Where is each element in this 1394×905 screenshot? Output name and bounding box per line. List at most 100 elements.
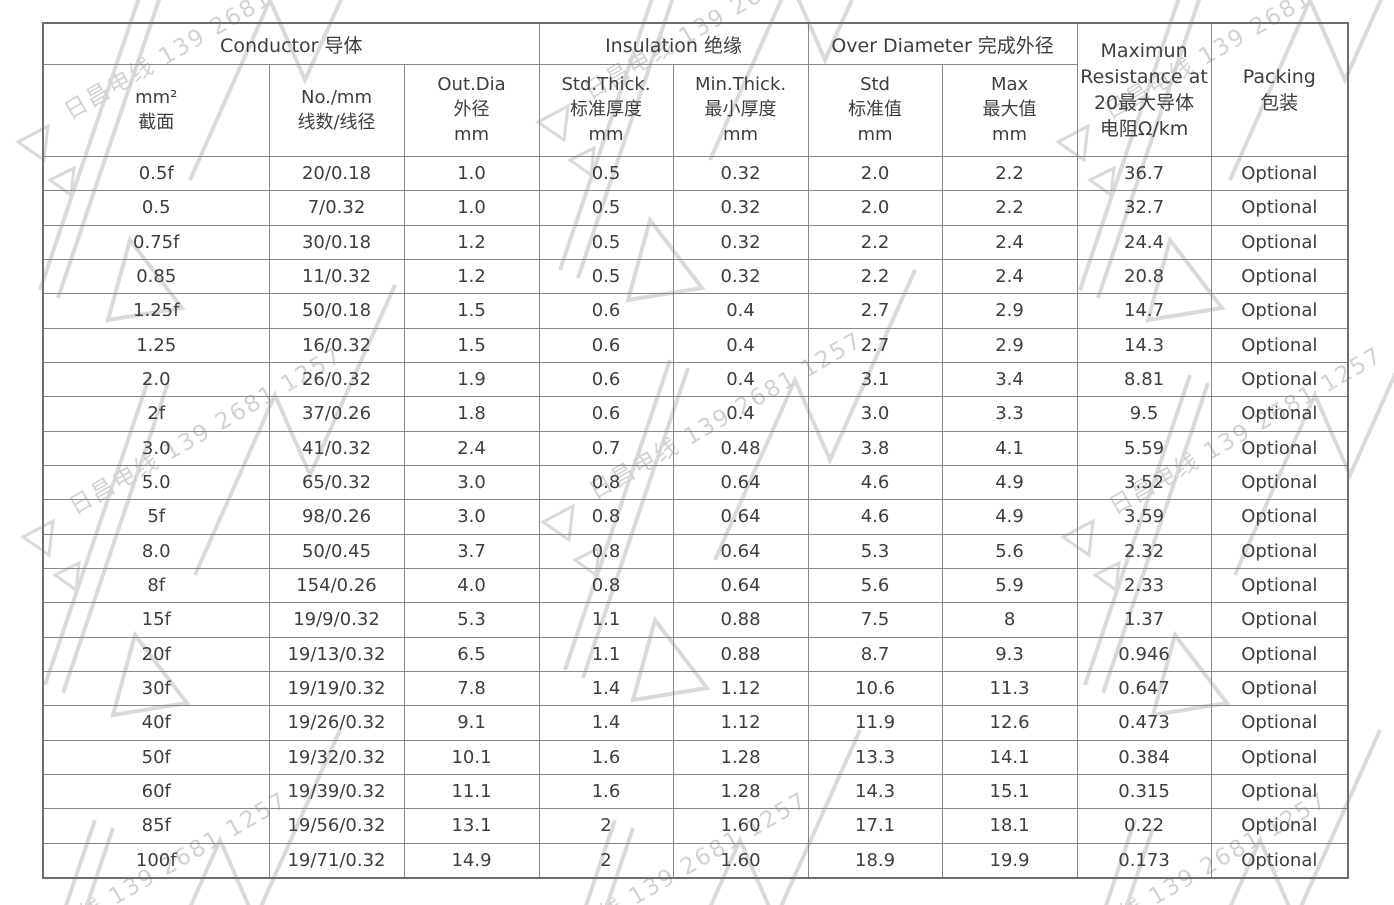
cell: 0.4 (672, 396, 809, 432)
cell: 60f (42, 773, 270, 810)
cell: 1.2 (403, 258, 540, 295)
cell: 1.5 (403, 293, 540, 329)
cell: 4.6 (807, 464, 943, 501)
cell: 0.5 (538, 190, 674, 226)
cell: 2.9 (941, 327, 1078, 363)
cell: Optional (1210, 224, 1349, 260)
cell: 1.25 (42, 327, 270, 363)
cell: 1.1 (538, 636, 674, 672)
cell: 50f (42, 739, 270, 775)
cell: 18.1 (941, 808, 1078, 844)
header-min-thick: Min.Thick. 最小厚度 mm (672, 64, 809, 157)
cell: 0.22 (1076, 808, 1212, 844)
cell: 1.37 (1076, 602, 1212, 638)
cell: 1.8 (403, 396, 540, 432)
cell: 3.59 (1076, 499, 1212, 535)
cell: 1.4 (538, 705, 674, 741)
cell: 7.5 (807, 602, 943, 638)
cell: 8.0 (42, 533, 270, 569)
cell: 1.25f (42, 293, 270, 329)
cell: 9.5 (1076, 396, 1212, 432)
table-row: 60f 19/39/0.32 11.1 1.6 1.28 14.3 15.1 0.315 Opt… (42, 773, 1349, 810)
cell: 0.32 (672, 155, 809, 192)
cell: 50/0.45 (268, 533, 405, 569)
cell: 2.0 (807, 155, 943, 192)
cell: 24.4 (1076, 224, 1212, 260)
header-std-diameter: Std 标准值 mm (807, 64, 943, 157)
cell: 0.64 (672, 533, 809, 569)
cell: 1.6 (538, 773, 674, 810)
cell: 0.64 (672, 567, 809, 604)
cell: 3.3 (941, 396, 1078, 432)
group-header-insulation: Insulation 绝缘 (538, 22, 809, 65)
table-row: 2.0 26/0.32 1.9 0.6 0.4 3.1 3.4 8.81 Optional (42, 361, 1349, 398)
cell: 0.4 (672, 293, 809, 329)
cell: 4.1 (941, 430, 1078, 466)
cell: 2 (538, 808, 674, 844)
cell: 65/0.32 (268, 464, 405, 501)
cell: Optional (1210, 808, 1349, 844)
cell: 1.0 (403, 155, 540, 192)
cell: 18.9 (807, 842, 943, 879)
cell: 5.9 (941, 567, 1078, 604)
cell: 2.2 (807, 258, 943, 295)
cell: 3.4 (941, 361, 1078, 398)
cell: 14.7 (1076, 293, 1212, 329)
cell: 11.1 (403, 773, 540, 810)
cell: 2.0 (42, 361, 270, 398)
cell: 1.5 (403, 327, 540, 363)
table-row: 0.5f 20/0.18 1.0 0.5 0.32 2.0 2.2 36.7 Optional (42, 155, 1349, 192)
table-row: 3.0 41/0.32 2.4 0.7 0.48 3.8 4.1 5.59 Optional (42, 430, 1349, 466)
cell: 1.28 (672, 773, 809, 810)
cell: 100f (42, 842, 270, 879)
cell: 19/13/0.32 (268, 636, 405, 672)
cell: 12.6 (941, 705, 1078, 741)
cell: 1.60 (672, 808, 809, 844)
cell: 154/0.26 (268, 567, 405, 604)
cell: 1.60 (672, 842, 809, 879)
cell: Optional (1210, 636, 1349, 672)
cell: Optional (1210, 430, 1349, 466)
cell: 1.12 (672, 705, 809, 741)
cell: 2.7 (807, 293, 943, 329)
cell: 11.3 (941, 670, 1078, 707)
cell: 0.8 (538, 533, 674, 569)
cell: Optional (1210, 258, 1349, 295)
cell: Optional (1210, 739, 1349, 775)
table-row: 1.25 16/0.32 1.5 0.6 0.4 2.7 2.9 14.3 Optional (42, 327, 1349, 363)
header-max-resistance: Maximun Resistance at 20最大导体 电阻Ω/km (1076, 22, 1212, 157)
cell: 10.6 (807, 670, 943, 707)
cell: Optional (1210, 327, 1349, 363)
cell: Optional (1210, 602, 1349, 638)
cell: 0.315 (1076, 773, 1212, 810)
cell: 8.81 (1076, 361, 1212, 398)
cell: Optional (1210, 464, 1349, 501)
cell: 50/0.18 (268, 293, 405, 329)
cell: 0.85 (42, 258, 270, 295)
cell: 20/0.18 (268, 155, 405, 192)
cell: 7.8 (403, 670, 540, 707)
cell: 0.384 (1076, 739, 1212, 775)
cell: 3.1 (807, 361, 943, 398)
cell: Optional (1210, 361, 1349, 398)
cell: 2 (538, 842, 674, 879)
cell: 0.5 (538, 224, 674, 260)
cell: Optional (1210, 567, 1349, 604)
group-header-row: Conductor 导体 Insulation 绝缘 Over Diameter… (42, 22, 1349, 157)
cell: 26/0.32 (268, 361, 405, 398)
header-no-per-mm: No./mm 线数/线径 (268, 64, 405, 157)
cell: 3.0 (42, 430, 270, 466)
table-row: 85f 19/56/0.32 13.1 2 1.60 17.1 18.1 0.22 Option… (42, 808, 1349, 844)
cell: 5.6 (807, 567, 943, 604)
table-body: 0.5f 20/0.18 1.0 0.5 0.32 2.0 2.2 36.7 Optional 0… (42, 155, 1349, 879)
cell: 0.6 (538, 361, 674, 398)
cell: 0.6 (538, 327, 674, 363)
cell: 0.8 (538, 567, 674, 604)
cell: 13.1 (403, 808, 540, 844)
cell: 0.64 (672, 464, 809, 501)
cell: 5.0 (42, 464, 270, 501)
cell: 13.3 (807, 739, 943, 775)
cell: 19/71/0.32 (268, 842, 405, 879)
cell: 16/0.32 (268, 327, 405, 363)
header-max-diameter: Max 最大值 mm (941, 64, 1078, 157)
